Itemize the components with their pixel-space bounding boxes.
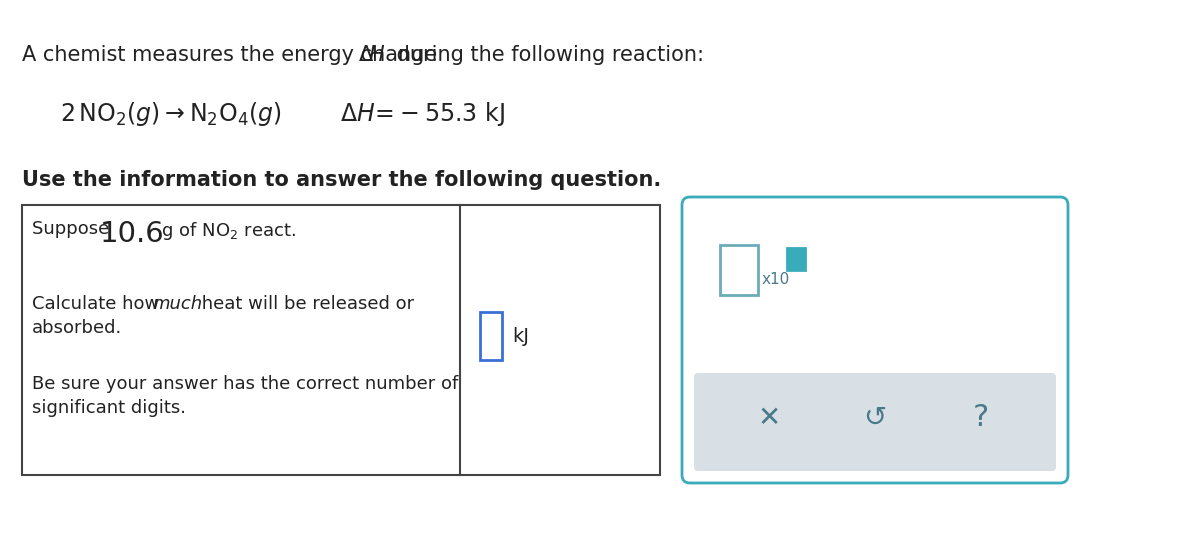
Text: heat will be released or: heat will be released or bbox=[196, 295, 414, 313]
Text: Use the information to answer the following question.: Use the information to answer the follow… bbox=[22, 170, 661, 190]
Text: Be sure your answer has the correct number of: Be sure your answer has the correct numb… bbox=[32, 375, 458, 393]
Text: x10: x10 bbox=[762, 273, 791, 287]
Text: $\Delta\!H$: $\Delta\!H$ bbox=[358, 45, 386, 65]
Text: Calculate how: Calculate how bbox=[32, 295, 166, 313]
Text: $2\,\mathrm{NO_2}(g) \rightarrow \mathrm{N_2O_4}(g)$: $2\,\mathrm{NO_2}(g) \rightarrow \mathrm… bbox=[60, 100, 282, 128]
Text: during the following reaction:: during the following reaction: bbox=[390, 45, 704, 65]
FancyBboxPatch shape bbox=[720, 245, 758, 295]
Text: absorbed.: absorbed. bbox=[32, 319, 122, 337]
Text: significant digits.: significant digits. bbox=[32, 399, 186, 417]
Text: 10.6: 10.6 bbox=[100, 220, 164, 248]
FancyBboxPatch shape bbox=[694, 373, 1056, 471]
Text: kJ: kJ bbox=[512, 326, 529, 346]
Text: g of $\mathrm{NO_2}$ react.: g of $\mathrm{NO_2}$ react. bbox=[156, 220, 296, 242]
Text: much: much bbox=[152, 295, 202, 313]
Text: $\Delta H\!=\!-55.3\ \mathrm{kJ}$: $\Delta H\!=\!-55.3\ \mathrm{kJ}$ bbox=[340, 100, 505, 128]
Text: ↺: ↺ bbox=[863, 404, 887, 432]
FancyBboxPatch shape bbox=[682, 197, 1068, 483]
FancyBboxPatch shape bbox=[787, 248, 805, 270]
Text: Suppose: Suppose bbox=[32, 220, 115, 238]
FancyBboxPatch shape bbox=[480, 312, 502, 360]
Text: A chemist measures the energy change: A chemist measures the energy change bbox=[22, 45, 444, 65]
Text: ?: ? bbox=[973, 403, 989, 432]
Text: ✕: ✕ bbox=[757, 404, 780, 432]
FancyBboxPatch shape bbox=[22, 205, 660, 475]
